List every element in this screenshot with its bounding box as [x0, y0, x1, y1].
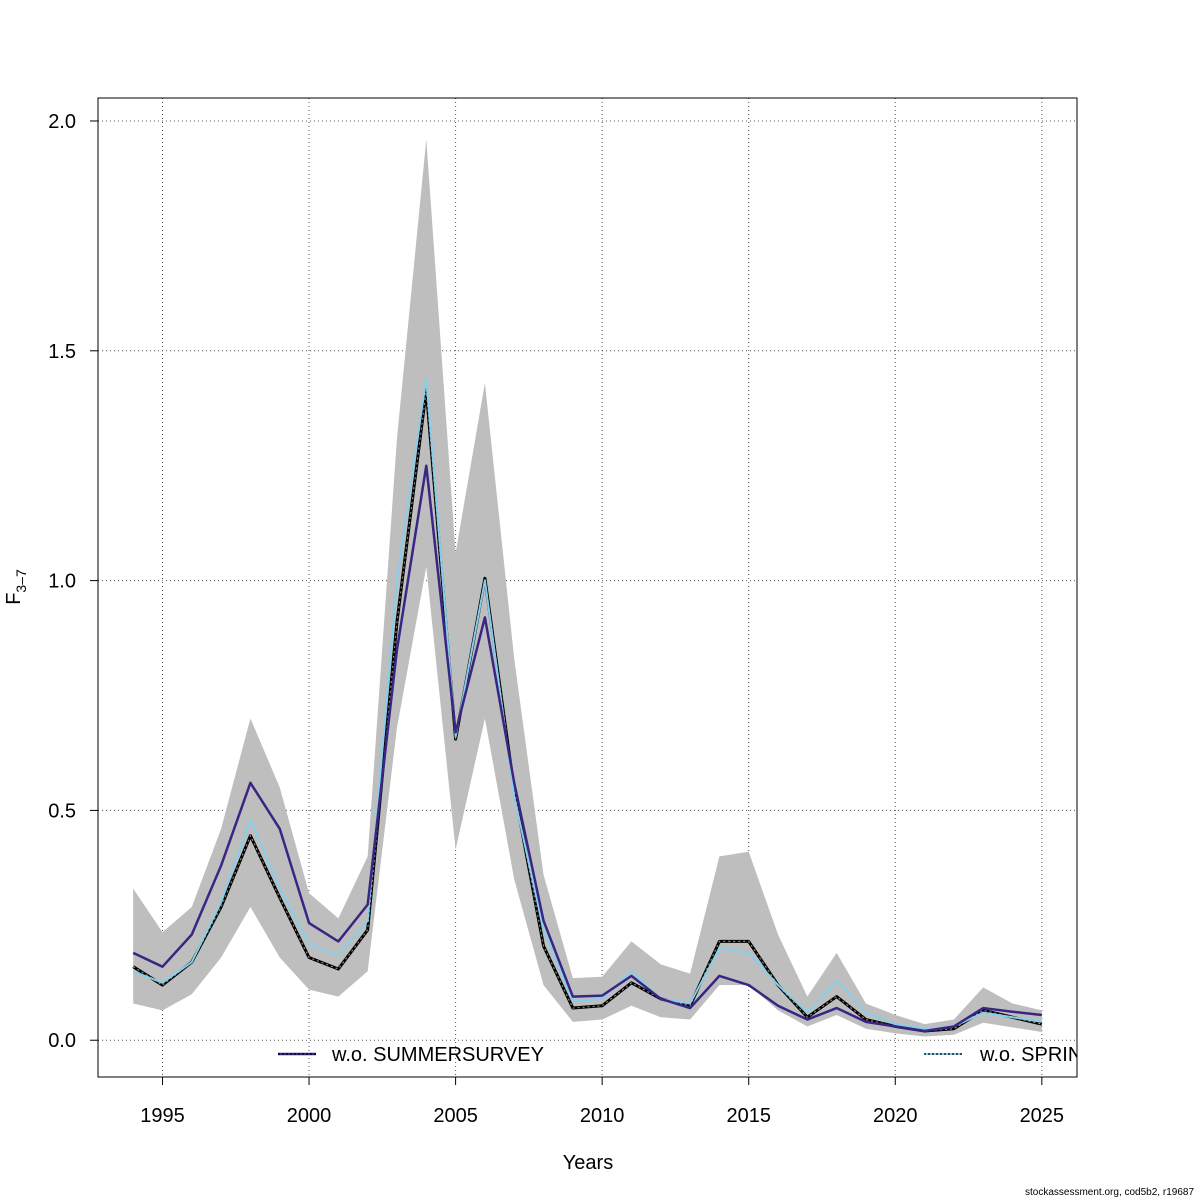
x-tick-label-2000: 2000: [287, 1105, 332, 1127]
confidence-band: [133, 139, 1042, 1037]
credit-text: stockassessment.org, cod5b2, r19687: [1025, 1187, 1194, 1198]
legend-label-summersurvey: w.o. SUMMERSURVEY: [331, 1044, 544, 1066]
y-tick-label-1: 0.5: [48, 800, 76, 822]
plot-frame: [97, 97, 1078, 1078]
x-tick-label-2020: 2020: [873, 1105, 918, 1127]
legend-label-sprin: w.o. SPRIN: [979, 1044, 1082, 1066]
series-layer: [132, 377, 1043, 1033]
x-tick-label-2015: 2015: [726, 1105, 771, 1127]
y-axis: 0.0 0.5 1.0 1.5 2.0: [48, 111, 98, 1052]
x-tick-label-2025: 2025: [1020, 1105, 1065, 1127]
series-line-summersurvey: [132, 464, 1042, 1033]
x-axis: 1995 2000 2005 2010 2015 2020 2025: [140, 1077, 1064, 1127]
y-tick-label-2: 1.0: [48, 571, 76, 593]
x-tick-label-1995: 1995: [140, 1105, 185, 1127]
x-tick-label-2005: 2005: [433, 1105, 478, 1127]
y-axis-title-sub: 3–7: [13, 569, 29, 593]
legend: w.o. SUMMERSURVEY w.o. SPRIN: [278, 1044, 1082, 1066]
series-line-sprin: [132, 377, 1042, 1030]
svg-text:F3–7: F3–7: [3, 569, 29, 605]
x-axis-title: Years: [563, 1152, 613, 1174]
y-tick-label-4: 2.0: [48, 111, 76, 133]
y-axis-title: F3–7: [3, 569, 29, 605]
y-tick-label-3: 1.5: [48, 341, 76, 363]
series-line-base-dots: [132, 389, 1042, 1032]
legend-entry-summersurvey: w.o. SUMMERSURVEY: [278, 1044, 544, 1066]
y-tick-label-0: 0.0: [48, 1030, 76, 1052]
x-tick-label-2010: 2010: [580, 1105, 625, 1127]
confidence-band-layer: [133, 139, 1042, 1037]
legend-entry-sprin: w.o. SPRIN: [924, 1044, 1082, 1066]
y-axis-title-main: F: [3, 593, 25, 605]
